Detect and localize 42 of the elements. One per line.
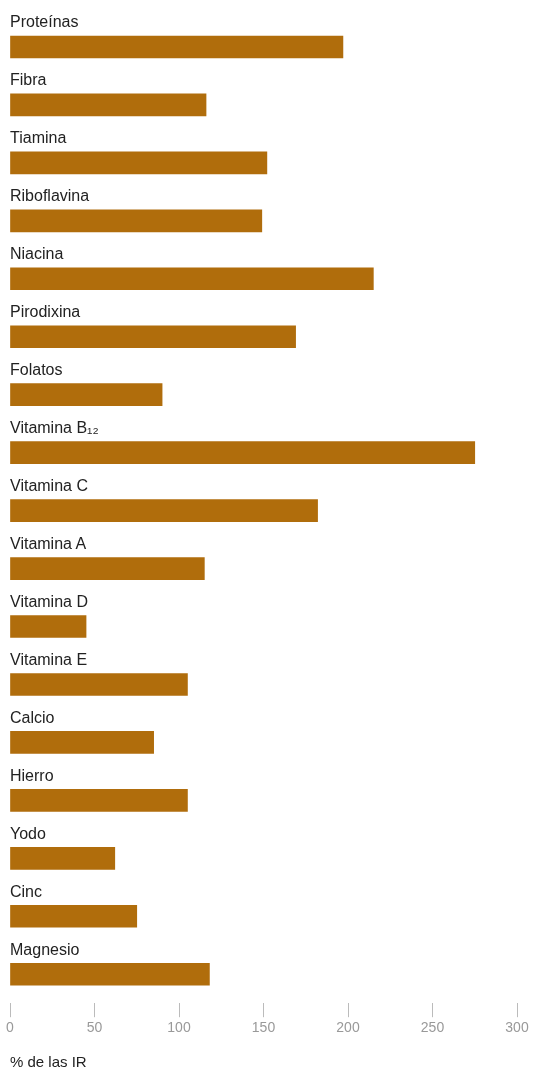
- y-tick-label: Calcio: [10, 708, 55, 726]
- y-tick-label: Vitamina B₁₂: [10, 419, 99, 437]
- bar: [10, 789, 188, 812]
- y-tick-label: Pirodixina: [10, 303, 81, 321]
- bar: [10, 441, 476, 464]
- x-tick-label: 0: [6, 1019, 15, 1036]
- y-tick-label: Riboflavina: [10, 187, 90, 205]
- y-tick-label: Yodo: [10, 824, 46, 842]
- bar: [10, 731, 154, 754]
- bar: [10, 615, 87, 638]
- x-tick-label: 200: [336, 1019, 360, 1036]
- bar: [10, 673, 188, 696]
- bar: [10, 846, 116, 870]
- x-tick-label: 50: [86, 1019, 103, 1036]
- bar: [10, 325, 296, 349]
- y-tick-label: Fibra: [10, 71, 47, 89]
- y-tick-label: Niacina: [10, 245, 64, 263]
- bar: [10, 962, 210, 986]
- bar: [10, 557, 205, 580]
- y-tick-label: Tiamina: [10, 129, 67, 147]
- bar: [10, 93, 207, 117]
- bar: [10, 499, 318, 522]
- x-tick-label: 250: [420, 1019, 445, 1036]
- y-tick-label: Folatos: [10, 361, 63, 379]
- y-tick-label: Vitamina C: [10, 477, 88, 495]
- x-axis-title: % de las IR: [10, 1053, 87, 1071]
- bar: [10, 267, 374, 291]
- bar: [10, 151, 268, 175]
- bar: [10, 35, 344, 59]
- y-tick-label: Proteínas: [10, 13, 79, 31]
- x-tick-label: 300: [505, 1019, 529, 1036]
- bar: [10, 383, 163, 407]
- y-tick-label: Vitamina A: [10, 534, 87, 552]
- bar: [10, 209, 263, 233]
- bar: [10, 904, 138, 928]
- y-tick-label: Vitamina E: [10, 650, 88, 668]
- x-tick-label: 100: [167, 1019, 191, 1036]
- y-tick-label: Vitamina D: [10, 592, 88, 610]
- x-tick-label: 150: [251, 1019, 276, 1036]
- y-tick-label: Cinc: [10, 882, 43, 900]
- y-tick-label: Hierro: [10, 766, 54, 784]
- y-tick-label: Magnesio: [10, 940, 80, 958]
